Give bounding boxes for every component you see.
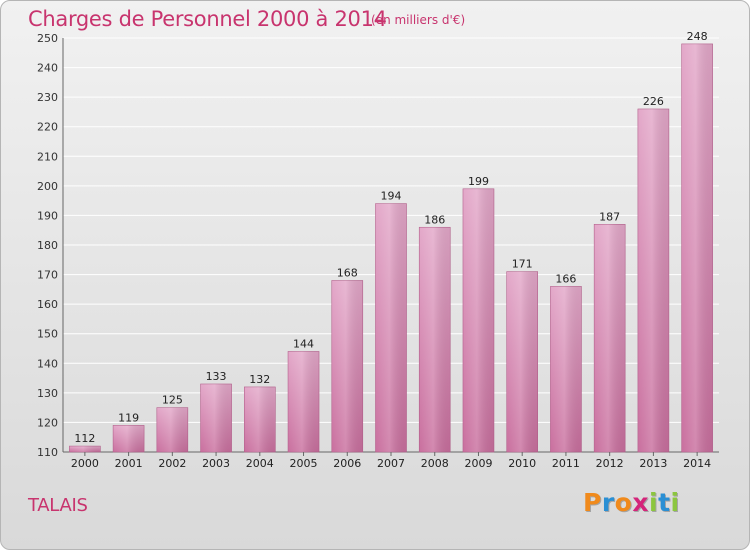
place-name: TALAIS bbox=[28, 495, 88, 516]
y-tick-label: 190 bbox=[37, 209, 58, 222]
x-tick-label: 2000 bbox=[71, 457, 99, 470]
y-tick-label: 120 bbox=[37, 416, 58, 429]
bar-shade bbox=[419, 227, 451, 452]
bar-shade bbox=[637, 108, 669, 452]
y-tick-label: 130 bbox=[37, 387, 58, 400]
bar-shade bbox=[331, 280, 363, 452]
x-tick-label: 2006 bbox=[333, 457, 361, 470]
bar-shade bbox=[200, 383, 232, 452]
proxiti-logo: Proxiti bbox=[583, 488, 680, 517]
bar-value-label: 226 bbox=[643, 95, 664, 108]
bar-shade bbox=[462, 188, 494, 453]
chart-title: Charges de Personnel 2000 à 2014 bbox=[28, 7, 387, 31]
bar-shade bbox=[375, 203, 407, 452]
x-tick-label: 2007 bbox=[377, 457, 405, 470]
x-tick-label: 2009 bbox=[464, 457, 492, 470]
y-tick-label: 170 bbox=[37, 269, 58, 282]
y-tick-label: 140 bbox=[37, 357, 58, 370]
y-tick-label: 220 bbox=[37, 121, 58, 134]
x-tick-label: 2014 bbox=[683, 457, 711, 470]
x-tick-label: 2003 bbox=[202, 457, 230, 470]
bar-shade bbox=[594, 224, 626, 452]
y-tick-label: 210 bbox=[37, 150, 58, 163]
y-tick-label: 150 bbox=[37, 328, 58, 341]
x-tick-label: 2011 bbox=[552, 457, 580, 470]
bar-value-label: 119 bbox=[118, 411, 139, 424]
y-tick-label: 240 bbox=[37, 62, 58, 75]
bar-value-label: 144 bbox=[293, 337, 314, 350]
x-tick-label: 2008 bbox=[421, 457, 449, 470]
bar-value-label: 166 bbox=[555, 272, 576, 285]
x-tick-label: 2012 bbox=[596, 457, 624, 470]
logo-letter: o bbox=[614, 488, 633, 517]
x-tick-label: 2004 bbox=[246, 457, 274, 470]
bar-shade bbox=[506, 271, 538, 452]
logo-letter: x bbox=[632, 488, 649, 517]
bar-shade bbox=[288, 351, 320, 452]
bar-value-label: 168 bbox=[337, 266, 358, 279]
logo-letter: i bbox=[670, 488, 680, 517]
bar-shade bbox=[681, 43, 713, 453]
x-tick-label: 2013 bbox=[639, 457, 667, 470]
bar-value-label: 199 bbox=[468, 175, 489, 188]
bar-value-label: 194 bbox=[381, 190, 402, 203]
x-tick-label: 2010 bbox=[508, 457, 536, 470]
x-tick-label: 2002 bbox=[158, 457, 186, 470]
y-tick-label: 200 bbox=[37, 180, 58, 193]
bar-value-label: 248 bbox=[687, 30, 708, 43]
chart-subtitle: (en milliers d'€) bbox=[371, 13, 466, 27]
y-tick-label: 160 bbox=[37, 298, 58, 311]
bar-shade bbox=[244, 386, 276, 452]
bar-value-label: 112 bbox=[74, 432, 95, 445]
logo-letter: P bbox=[583, 488, 602, 517]
logo-letter: t bbox=[658, 488, 671, 517]
bar-shade bbox=[550, 286, 582, 452]
y-tick-label: 250 bbox=[37, 32, 58, 45]
logo-letter: i bbox=[649, 488, 659, 517]
x-tick-label: 2001 bbox=[115, 457, 143, 470]
bar-value-label: 133 bbox=[206, 370, 227, 383]
bar-shade bbox=[113, 425, 145, 452]
y-tick-label: 230 bbox=[37, 91, 58, 104]
bar-value-label: 125 bbox=[162, 394, 183, 407]
bar-value-label: 132 bbox=[249, 373, 270, 386]
logo-letter: r bbox=[601, 488, 615, 517]
bar-shade bbox=[156, 407, 188, 452]
bar-value-label: 187 bbox=[599, 210, 620, 223]
bar-value-label: 171 bbox=[512, 258, 533, 271]
bar-shade bbox=[69, 446, 101, 452]
y-tick-label: 180 bbox=[37, 239, 58, 252]
y-tick-label: 110 bbox=[37, 446, 58, 459]
bar-value-label: 186 bbox=[424, 213, 445, 226]
x-tick-label: 2005 bbox=[290, 457, 318, 470]
